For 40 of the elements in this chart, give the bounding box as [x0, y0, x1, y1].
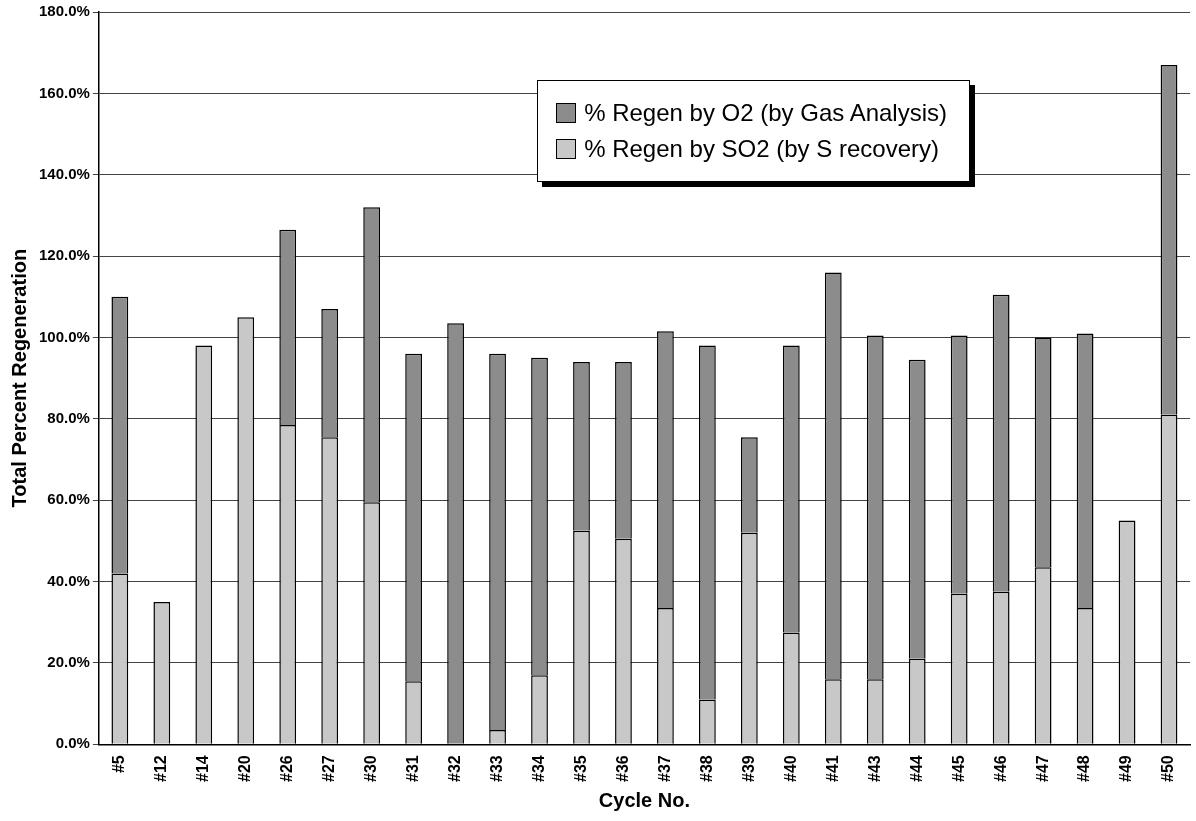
x-tick-label: #50: [1159, 755, 1177, 783]
y-tick-label: 20.0%: [47, 653, 90, 671]
x-tick-label: #35: [571, 755, 589, 783]
x-tick-label: #47: [1033, 755, 1051, 783]
y-tick-label: 180.0%: [39, 2, 90, 20]
x-tick-label: #34: [529, 755, 547, 783]
x-tick-label: #40: [781, 755, 799, 783]
x-tick-label: #31: [404, 755, 422, 783]
x-tick-label: #27: [320, 755, 338, 783]
x-tick-label: #45: [949, 755, 967, 783]
y-tick-label: 120.0%: [39, 246, 90, 264]
legend-label: % Regen by O2 (by Gas Analysis): [584, 99, 947, 127]
y-tick-label: 80.0%: [47, 408, 90, 426]
y-tick-label: 0.0%: [55, 734, 90, 752]
x-tick-label: #26: [278, 755, 296, 783]
x-axis-title: Cycle No.: [598, 788, 691, 811]
x-tick-label: #12: [152, 755, 170, 783]
x-tick-label: #33: [487, 755, 505, 783]
x-tick-label: #46: [991, 755, 1009, 783]
x-tick-label: #20: [236, 755, 254, 783]
x-tick-label: #49: [1117, 755, 1135, 783]
y-tick-label: 60.0%: [47, 490, 90, 508]
y-tick-label: 140.0%: [39, 164, 90, 182]
x-tick-label: #14: [194, 755, 212, 783]
x-tick-label: #36: [613, 755, 631, 783]
y-axis-title: Total Percent Regeneration: [7, 248, 30, 508]
y-tick-label: 160.0%: [39, 83, 90, 101]
x-tick-label: #48: [1075, 755, 1093, 783]
x-tick-label: #32: [445, 755, 463, 783]
legend-label: % Regen by SO2 (by S recovery): [584, 135, 939, 163]
x-tick-label: #30: [362, 755, 380, 783]
x-tick-label: #38: [697, 755, 715, 783]
x-tick-label: #43: [865, 755, 883, 783]
x-tick-label: #39: [739, 755, 757, 783]
x-tick-label: #41: [823, 755, 841, 783]
y-tick-label: 100.0%: [39, 327, 90, 345]
x-tick-label: #44: [907, 755, 925, 783]
x-tick-label: #5: [110, 755, 128, 774]
x-tick-label: #37: [655, 755, 673, 783]
y-tick-label: 40.0%: [47, 571, 90, 589]
